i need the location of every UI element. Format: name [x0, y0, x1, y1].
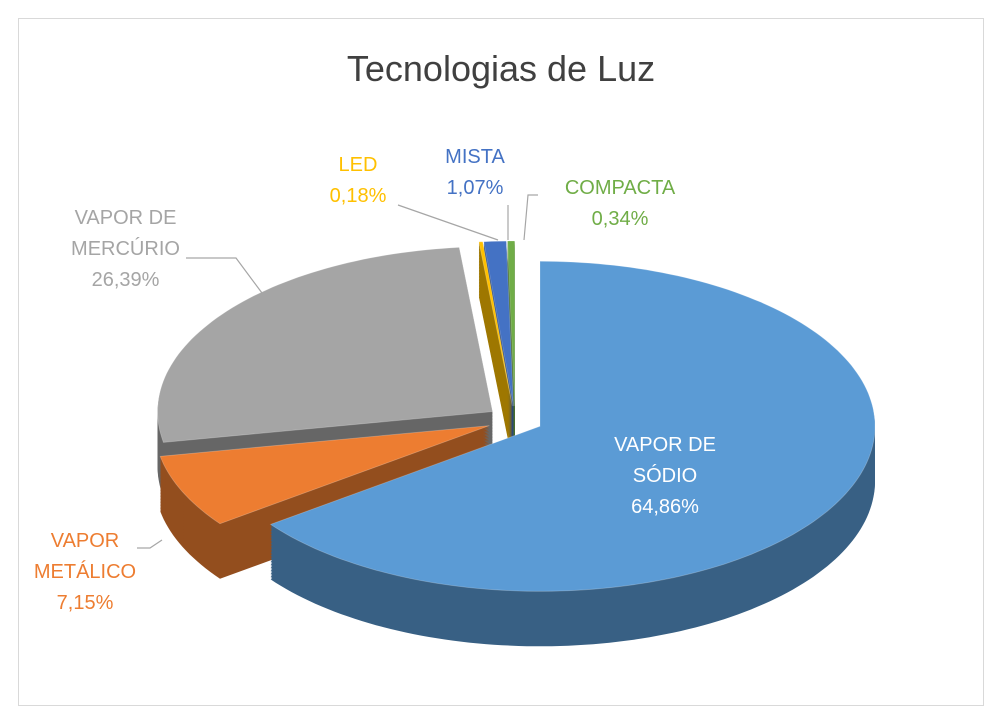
- slice-side: [478, 262, 513, 427]
- pie: [157, 240, 876, 647]
- leader-lines: [137, 194, 538, 549]
- slice-side: [478, 274, 513, 439]
- slice-side: [478, 242, 513, 408]
- slice-side: [478, 265, 513, 430]
- leader-line: [397, 204, 499, 241]
- leader-line: [137, 539, 163, 549]
- label-name: COMPACTA: [564, 177, 676, 199]
- slice-side: [478, 254, 513, 420]
- slice-side: [478, 251, 513, 417]
- label-name: VAPOR METÁLICO: [33, 530, 137, 583]
- leader-line: [523, 194, 538, 241]
- slice-side: [478, 287, 513, 453]
- slice-side: [478, 253, 513, 418]
- slice-side: [478, 266, 513, 432]
- slice-side: [478, 296, 513, 462]
- slice-side: [478, 263, 513, 429]
- slice-side: [478, 248, 513, 414]
- slice-side: [478, 256, 513, 421]
- slice-side: [478, 283, 513, 448]
- label-name: MISTA: [445, 146, 505, 168]
- data-label: VAPOR METÁLICO 7,15%: [20, 526, 150, 619]
- slice: [478, 241, 513, 407]
- data-label: LED 0,18%: [318, 150, 398, 212]
- slice-side: [478, 275, 513, 441]
- slice-side: [478, 272, 513, 438]
- slice-side: [478, 286, 513, 451]
- slice-side: [478, 278, 513, 444]
- slice-side: [478, 284, 513, 450]
- chart-title: Tecnologias de Luz: [346, 48, 656, 89]
- slice-side: [478, 289, 513, 454]
- slice-side: [478, 268, 513, 433]
- label-name: VAPOR DE SÓDIO: [614, 434, 716, 487]
- data-label: MISTA 1,07%: [435, 142, 515, 204]
- slice-side: [478, 281, 513, 447]
- slice: [159, 425, 490, 525]
- slice: [507, 240, 516, 407]
- slice-side: [478, 290, 513, 456]
- slice-side: [478, 247, 513, 412]
- slice-side: [478, 280, 513, 445]
- slice-side: [478, 257, 513, 423]
- data-label: VAPOR DE MERCÚRIO 26,39%: [38, 203, 213, 296]
- label-value: 7,15%: [56, 592, 114, 614]
- slice-side: [478, 244, 513, 409]
- slice-side: [478, 271, 513, 436]
- slice: [483, 240, 514, 407]
- leader-line: [186, 257, 263, 294]
- slice-side: [478, 292, 513, 457]
- label-value: 0,34%: [591, 208, 649, 230]
- label-value: 1,07%: [446, 177, 504, 199]
- slice-side: [478, 293, 513, 459]
- label-value: 26,39%: [91, 269, 160, 291]
- slice: [269, 260, 876, 592]
- label-name: LED: [338, 154, 378, 176]
- label-value: 0,18%: [329, 185, 387, 207]
- label-value: 64,86%: [631, 496, 699, 518]
- data-label: VAPOR DE SÓDIO 64,86%: [600, 430, 730, 523]
- slice-side: [478, 245, 513, 411]
- slice-side: [478, 250, 513, 415]
- label-name: VAPOR DE MERCÚRIO: [71, 207, 180, 260]
- slice-side: [478, 269, 513, 435]
- slice-side: [478, 295, 513, 460]
- slice-side: [478, 277, 513, 442]
- slice-side: [478, 259, 513, 424]
- slice-side: [478, 260, 513, 426]
- data-label: COMPACTA 0,34%: [545, 173, 695, 235]
- slice: [157, 246, 494, 443]
